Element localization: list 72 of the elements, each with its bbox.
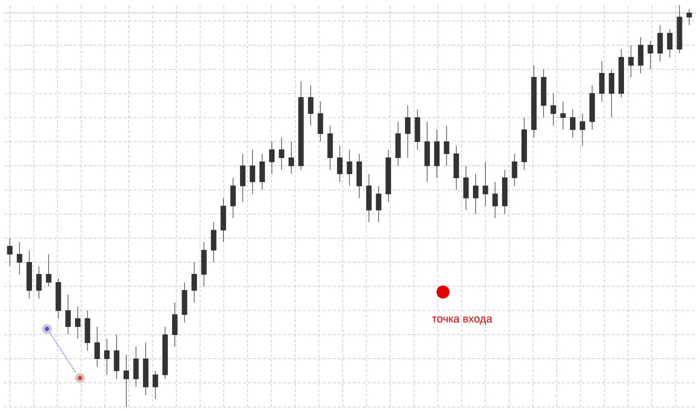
candlestick: [308, 85, 314, 126]
candlestick: [172, 302, 178, 347]
candlestick: [346, 149, 352, 186]
candlestick: [192, 262, 197, 303]
candlestick: [75, 306, 80, 339]
annotation: точка входа: [432, 316, 492, 325]
candlestick: [356, 153, 362, 198]
candlestick: [667, 28, 673, 58]
candlestick: [210, 222, 216, 263]
candlestick: [580, 113, 586, 146]
candlestick: [444, 125, 450, 166]
candlestick: [84, 310, 90, 352]
candlestick: [230, 178, 236, 218]
candlestick: [124, 354, 130, 408]
candlestick: [589, 85, 595, 130]
candlestick: [46, 254, 52, 287]
candlestick: [376, 186, 382, 222]
candlestick: [114, 334, 120, 380]
candlestick: [162, 326, 168, 380]
candlestick: [502, 170, 508, 214]
candlestick: [366, 174, 372, 222]
candlestick: [405, 105, 410, 158]
candlestick: [269, 141, 275, 174]
candlestick: [618, 48, 624, 98]
candlestick: [142, 342, 148, 396]
candlestick: [434, 129, 440, 178]
candlestick: [16, 242, 22, 275]
candlestick: [648, 40, 654, 70]
candlestick: [220, 198, 226, 242]
candlestick: [550, 93, 556, 126]
candlestick: [454, 145, 460, 190]
candlestick: [36, 266, 42, 299]
candlestick: [133, 346, 139, 388]
candlestick: [463, 165, 469, 210]
candlestick: [628, 44, 634, 78]
candlestick: [152, 370, 158, 400]
candlestick: [599, 60, 605, 102]
candlestick: [94, 326, 100, 368]
candlestick: [424, 121, 430, 182]
candlestick: [327, 125, 333, 170]
candlestick: [540, 69, 546, 118]
candlestick: [657, 24, 663, 62]
candlestick: [278, 137, 284, 170]
candlestick: [512, 153, 518, 186]
candlestick: [482, 161, 488, 206]
candlestick: [182, 282, 188, 323]
candlestick: [570, 109, 576, 138]
candlestick: [240, 153, 246, 202]
candlestick: [560, 101, 566, 130]
candlestick: [65, 294, 71, 335]
candlestick: [638, 36, 644, 74]
candlestick: [386, 149, 392, 202]
candlestick: [414, 109, 420, 150]
candlestick: [521, 117, 527, 170]
candlestick: [531, 64, 537, 138]
candlestick: [318, 101, 324, 142]
candlestick: [472, 174, 478, 214]
candlestick: [7, 238, 13, 267]
candlestick: [56, 278, 62, 319]
candlestick: [492, 182, 498, 218]
candlestick: [26, 250, 32, 299]
candlestick: [395, 121, 401, 166]
candlestick: [104, 338, 110, 376]
candlestick: [686, 8, 692, 26]
candlestick: [250, 149, 256, 194]
candlestick: [201, 242, 207, 287]
candlestick: [288, 141, 294, 174]
candlestick: [337, 145, 343, 182]
candlestick: [676, 4, 682, 54]
candlestick: [608, 69, 614, 118]
candlestick: [259, 153, 265, 190]
candlestick: [298, 81, 304, 170]
